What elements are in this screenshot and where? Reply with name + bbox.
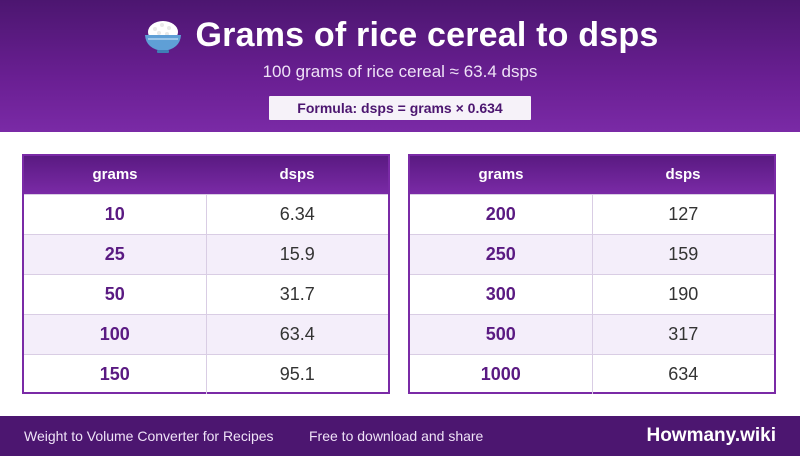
table-row: 500 317 (410, 313, 774, 354)
dsps-cell: 95.1 (206, 353, 388, 394)
dsps-cell: 63.4 (206, 313, 388, 354)
table-row: 50 31.7 (24, 273, 388, 314)
grams-cell: 100 (24, 313, 207, 354)
grams-cell: 50 (24, 273, 207, 314)
footer-share-note: Free to download and share (309, 428, 484, 444)
dsps-cell: 127 (592, 193, 774, 234)
table-row: 300 190 (410, 273, 774, 314)
grams-cell: 150 (24, 353, 207, 394)
dsps-cell: 6.34 (206, 193, 388, 234)
column-header-grams: grams (24, 156, 206, 194)
column-header-dsps: dsps (206, 156, 388, 194)
table-row: 100 63.4 (24, 313, 388, 354)
table-row: 25 15.9 (24, 233, 388, 274)
page-subtitle: 100 grams of rice cereal ≈ 63.4 dsps (262, 62, 538, 81)
column-header-grams: grams (410, 156, 592, 194)
table-row: 250 159 (410, 233, 774, 274)
page-title: Grams of rice cereal to dsps (195, 15, 659, 54)
rice-bowl-icon (144, 21, 181, 53)
table-row: 150 95.1 (24, 353, 388, 394)
footer-bar: Weight to Volume Converter for Recipes F… (0, 416, 800, 456)
formula-badge: Formula: dsps = grams × 0.634 (269, 96, 531, 120)
column-header-dsps: dsps (592, 156, 774, 194)
grams-cell: 300 (410, 273, 593, 314)
brand-logo-text[interactable]: Howmany.wiki (646, 425, 776, 446)
grams-cell: 250 (410, 233, 593, 274)
grams-cell: 1000 (410, 353, 593, 394)
table-row: 200 127 (410, 193, 774, 234)
grams-cell: 200 (410, 193, 593, 234)
grams-cell: 500 (410, 313, 593, 354)
dsps-cell: 317 (592, 313, 774, 354)
dsps-cell: 15.9 (206, 233, 388, 274)
dsps-cell: 190 (592, 273, 774, 314)
dsps-cell: 159 (592, 233, 774, 274)
conversion-table-right: grams dsps 200 127 250 159 300 190 500 3… (408, 154, 776, 394)
dsps-cell: 31.7 (206, 273, 388, 314)
grams-cell: 25 (24, 233, 207, 274)
grams-cell: 10 (24, 193, 207, 234)
title-row: Grams of rice cereal to dsps (0, 12, 800, 58)
table-row: 1000 634 (410, 353, 774, 394)
header-banner: Grams of rice cereal to dsps 100 grams o… (0, 0, 800, 132)
table-row: 10 6.34 (24, 193, 388, 234)
dsps-cell: 634 (592, 353, 774, 394)
conversion-table-left: grams dsps 10 6.34 25 15.9 50 31.7 100 6… (22, 154, 390, 394)
footer-tagline: Weight to Volume Converter for Recipes (24, 428, 274, 444)
